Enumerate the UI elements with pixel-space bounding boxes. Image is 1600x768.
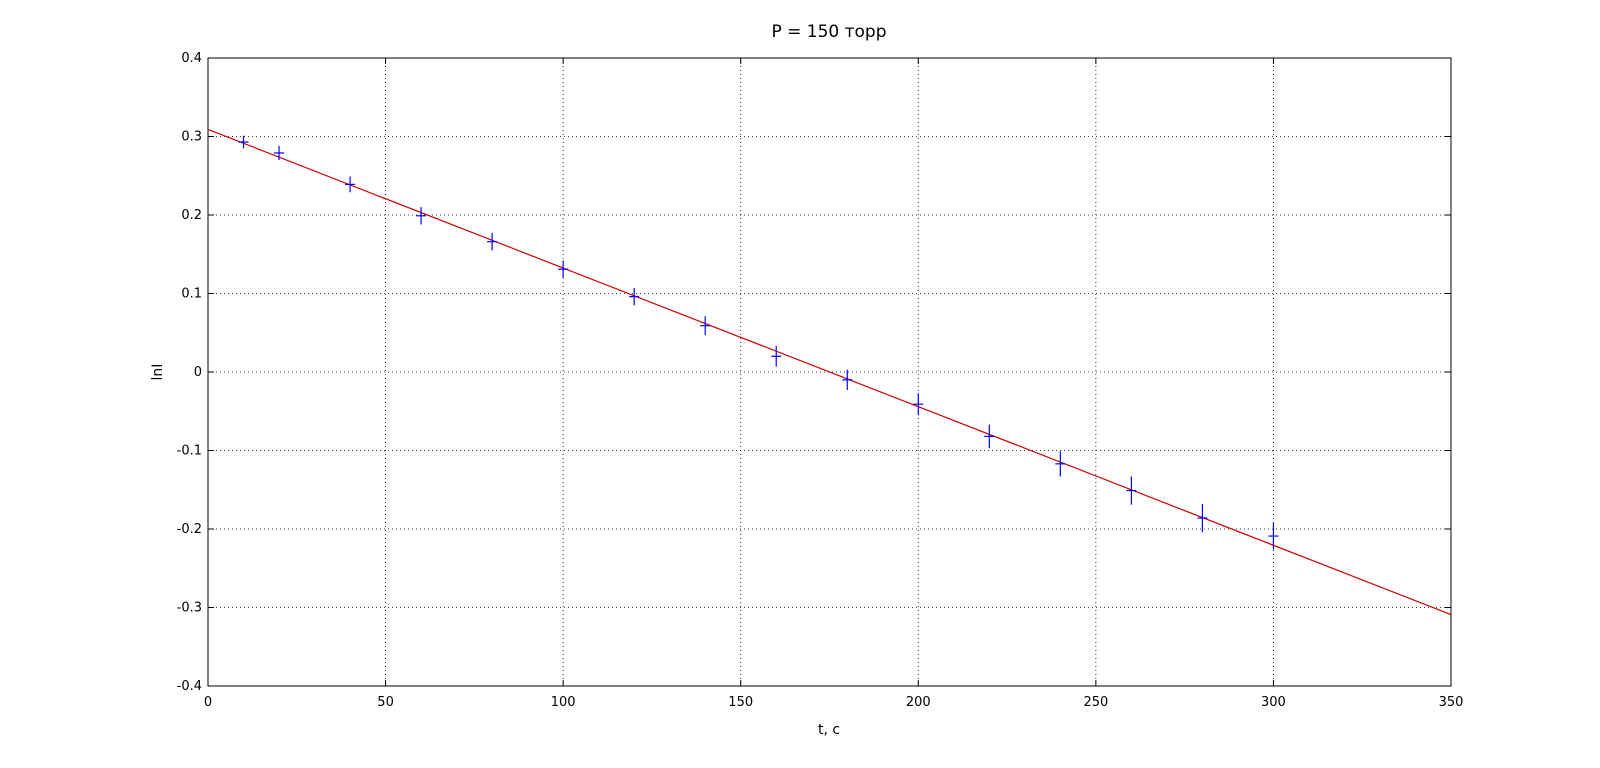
y-axis-label: lnI	[150, 364, 166, 381]
x-tick-labels: 0 50 100 150 200 250 300 350	[204, 695, 1464, 710]
y-tick-label: -0.4	[177, 679, 202, 694]
data-point	[984, 424, 995, 449]
data-point	[771, 346, 782, 367]
x-tick-label: 150	[728, 695, 753, 710]
x-tick-label: 300	[1261, 695, 1286, 710]
data-point	[1268, 522, 1279, 550]
x-tick-label: 250	[1083, 695, 1108, 710]
fit-line-layer	[207, 128, 1452, 616]
y-tick-label: 0.1	[181, 287, 202, 302]
fit-line	[207, 128, 1452, 616]
x-tick-label: 100	[551, 695, 576, 710]
y-tick-label: 0.3	[181, 130, 202, 145]
ticks	[207, 57, 1452, 687]
data-point	[558, 260, 569, 278]
chart-title: P = 150 торр	[771, 22, 886, 42]
y-tick-label: -0.3	[177, 601, 202, 616]
data-point	[1126, 476, 1137, 505]
data-point	[1055, 451, 1066, 477]
data-points-layer	[238, 135, 1279, 550]
y-tick-label: 0.4	[181, 51, 202, 66]
x-tick-label: 200	[906, 695, 931, 710]
data-point	[1197, 503, 1208, 533]
data-point	[238, 135, 249, 149]
data-point	[416, 207, 427, 225]
y-tick-label: 0	[194, 365, 202, 380]
x-tick-label: 0	[204, 695, 212, 710]
y-tick-labels: 0.4 0.3 0.2 0.1 0 -0.1 -0.2 -0.3 -0.4	[177, 51, 202, 694]
y-tick-label: -0.2	[177, 522, 202, 537]
x-tick-label: 50	[377, 695, 394, 710]
data-point	[629, 288, 640, 306]
data-point	[345, 176, 356, 193]
data-point	[274, 145, 285, 161]
y-tick-label: 0.2	[181, 208, 202, 223]
data-point	[842, 369, 853, 391]
data-point	[487, 233, 498, 251]
x-tick-label: 350	[1439, 695, 1464, 710]
y-tick-label: -0.1	[177, 444, 202, 459]
x-axis-label: t, c	[818, 722, 840, 738]
data-point	[913, 393, 924, 416]
data-point	[700, 316, 711, 336]
grid	[208, 58, 1451, 686]
